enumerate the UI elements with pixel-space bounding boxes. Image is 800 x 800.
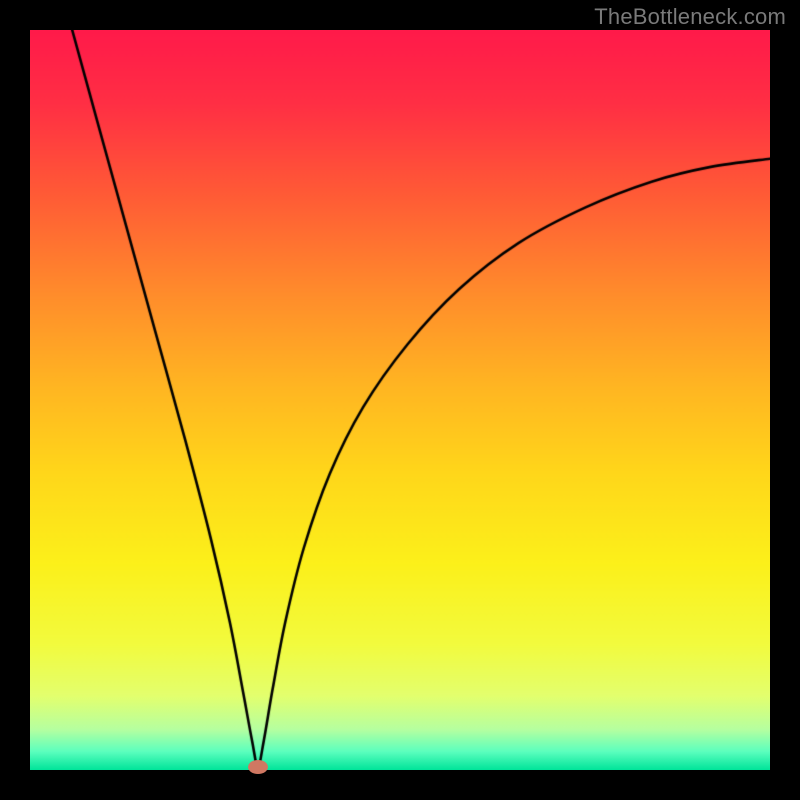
watermark-text: TheBottleneck.com	[594, 4, 786, 30]
plot-area	[30, 30, 770, 770]
bottleneck-curve	[30, 30, 770, 770]
minimum-marker	[248, 760, 268, 774]
